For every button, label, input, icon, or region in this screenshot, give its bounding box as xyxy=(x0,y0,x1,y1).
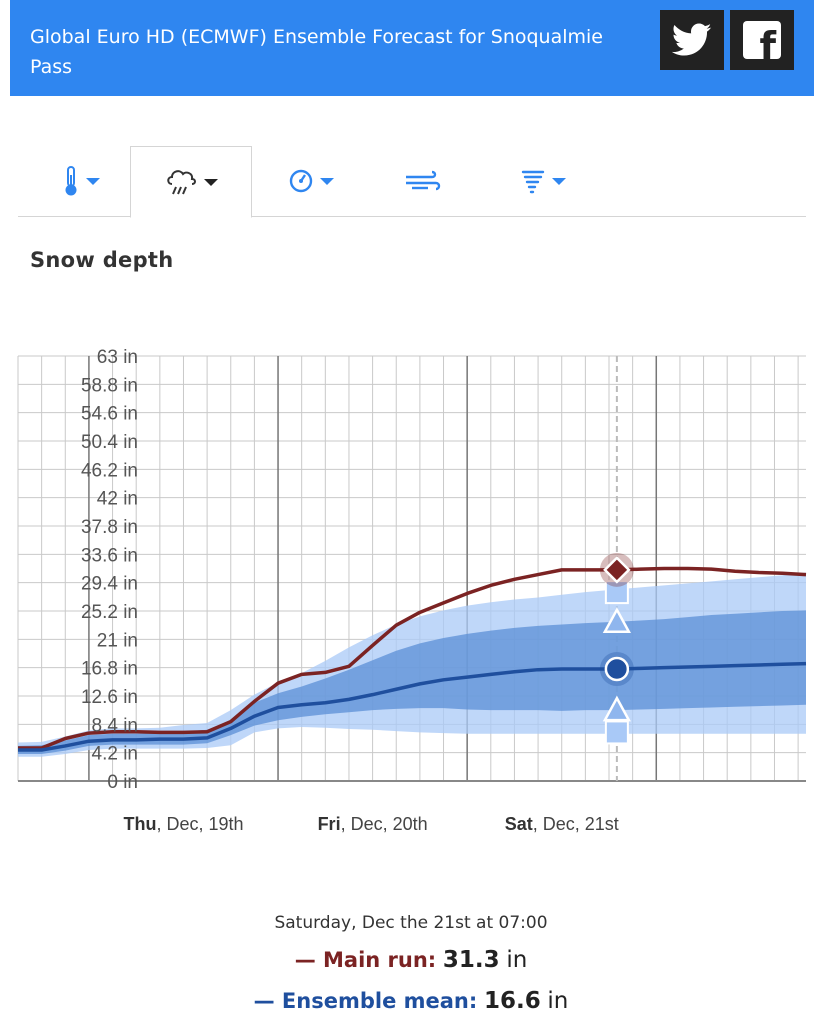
ensemble-inner-band xyxy=(18,610,806,755)
facebook-icon: f xyxy=(743,21,781,59)
ensemble-mean-marker xyxy=(604,656,630,682)
ensemble-mean-unit: in xyxy=(547,988,569,1014)
ensemble-mean-line xyxy=(18,661,807,752)
rain-cloud-icon xyxy=(167,170,196,195)
pressure-gauge-icon xyxy=(289,169,313,193)
tab-precipitation[interactable] xyxy=(130,146,252,218)
y-tick-label: 21 in xyxy=(97,630,138,651)
y-tick-label: 29.4 in xyxy=(81,574,138,595)
y-tick-label: 63 in xyxy=(97,347,138,368)
tab-temperature[interactable] xyxy=(26,146,136,216)
chevron-down-icon xyxy=(86,177,100,185)
chevron-down-icon xyxy=(320,177,334,185)
main-run-value: 31.3 xyxy=(442,947,500,973)
y-tick-label: 16.8 in xyxy=(81,659,138,680)
y-tick-label: 37.8 in xyxy=(81,517,138,538)
twitter-icon xyxy=(672,23,712,56)
x-day-label: Thu, Dec, 19th xyxy=(123,814,243,834)
y-tick-label: 12.6 in xyxy=(81,687,138,708)
metric-tabs xyxy=(18,146,806,218)
y-tick-label: 33.6 in xyxy=(81,545,138,566)
tab-wind[interactable] xyxy=(368,146,478,216)
main-run-line xyxy=(18,566,807,750)
main-run-label: — Main run: xyxy=(294,948,437,972)
y-tick-label: 4.2 in xyxy=(92,744,138,765)
chevron-down-icon xyxy=(552,177,566,185)
ensemble-mean-readout: — Ensemble mean: 16.6 in xyxy=(0,988,822,1014)
ensemble-mean-label: — Ensemble mean: xyxy=(253,989,478,1013)
y-tick-label: 0 in xyxy=(107,772,138,793)
chart-section-title: Snow depth xyxy=(30,248,174,272)
main-run-unit: in xyxy=(506,947,528,973)
snow-depth-chart[interactable]: 0 in 4.2 in 8.4 in 12.6 in 16.8 in 21 in 25.2 … xyxy=(0,340,822,840)
y-tick-label: 50.4 in xyxy=(81,432,138,453)
min-marker-square xyxy=(604,720,629,745)
x-day-label: Fri, Dec, 20th xyxy=(318,814,428,834)
lower-quartile-triangle xyxy=(602,695,631,722)
ensemble-mean-value: 16.6 xyxy=(483,988,541,1014)
upper-quartile-triangle xyxy=(602,607,631,634)
y-tick-label: 54.6 in xyxy=(81,404,138,425)
page-header: Global Euro HD (ECMWF) Ensemble Forecast… xyxy=(10,0,814,96)
y-tick-label: 25.2 in xyxy=(81,602,138,623)
main-run-readout: — Main run: 31.3 in xyxy=(0,947,822,973)
y-tick-label: 58.8 in xyxy=(81,375,138,396)
main-run-marker xyxy=(603,556,631,584)
thermometer-icon xyxy=(65,166,77,196)
chevron-down-icon xyxy=(204,178,218,186)
wind-icon xyxy=(406,170,441,191)
tornado-icon xyxy=(521,170,545,194)
y-tick-label: 46.2 in xyxy=(81,460,138,481)
y-tick-label: 8.4 in xyxy=(92,715,138,736)
tab-storm[interactable] xyxy=(488,146,598,216)
hover-time: Saturday, Dec the 21st at 07:00 xyxy=(274,913,548,933)
y-tick-label: 42 in xyxy=(97,489,138,510)
twitter-share-button[interactable] xyxy=(660,10,724,70)
x-day-label: Sat, Dec, 21st xyxy=(505,814,619,834)
facebook-share-button[interactable]: f xyxy=(730,10,794,70)
tab-pressure[interactable] xyxy=(256,146,366,216)
forecast-title: Global Euro HD (ECMWF) Ensemble Forecast… xyxy=(30,26,603,78)
